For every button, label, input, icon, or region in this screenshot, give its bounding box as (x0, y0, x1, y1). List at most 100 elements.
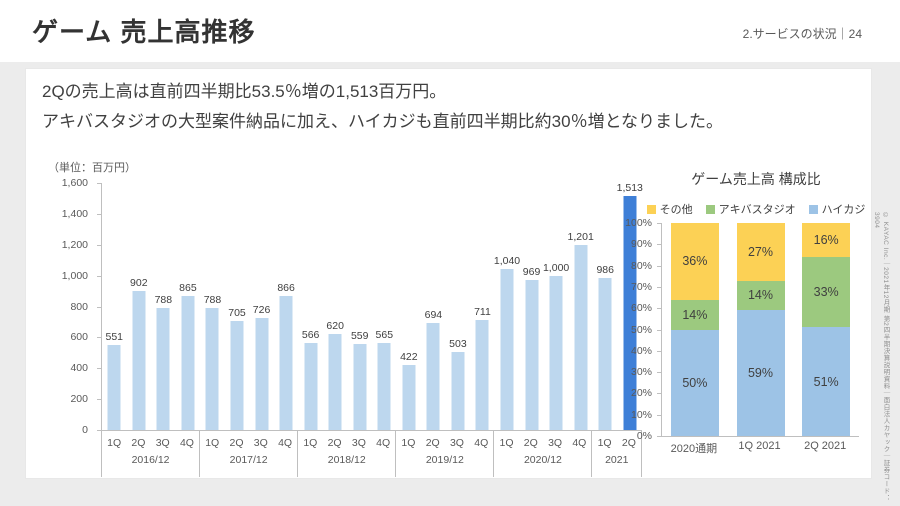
quarter-label: 1Q (401, 436, 416, 449)
percent-tick-label: 70% (630, 280, 652, 293)
bar-slot: 422 (397, 183, 422, 430)
y-axis-tick (97, 430, 102, 431)
y-axis-tick-label: 1,400 (61, 207, 88, 220)
bar-slot: 551 (102, 183, 127, 430)
legend-swatch (808, 204, 818, 214)
stack-segment-アキバスタジオ: 14% (670, 299, 719, 330)
percent-tick (657, 265, 662, 267)
bar-highlighted (623, 196, 637, 430)
bar-value-label: 422 (400, 350, 418, 363)
bar-value-label: 1,513 (616, 182, 643, 195)
quarter-label-row: 1Q 2Q 3Q 4Q (298, 431, 395, 454)
bar-value-label: 865 (179, 282, 197, 295)
bar-slot: 902 (127, 183, 152, 430)
quarter-label: 4Q (376, 436, 391, 449)
percent-tick (657, 372, 662, 374)
percent-tick-label: 60% (630, 302, 652, 315)
quarter-label-row: 1Q 2Q 3Q 4Q (200, 431, 297, 454)
y-axis-tick (97, 399, 102, 401)
bar-value-label: 559 (350, 329, 369, 342)
quarter-label-row: 1Q 2Q 3Q 4Q (102, 431, 199, 454)
composition-legend: その他 アキバスタジオ ハイカジ (626, 201, 886, 217)
bar-slot: 559 (347, 183, 372, 430)
bar-value-label: 503 (449, 338, 467, 351)
summary-text: 2Qの売上高は直前四半期比53.5％増の1,513百万円。 アキバスタジオの大型… (42, 77, 723, 137)
stacked-bar-slot: 59% 14% 27% (728, 223, 794, 436)
quarter-label: 3Q (449, 436, 464, 449)
bar-slot: 503 (446, 183, 471, 430)
bar (328, 334, 342, 430)
y-axis-tick (97, 337, 102, 339)
quarter-label: 2Q (523, 436, 538, 449)
y-axis-tick (97, 244, 102, 246)
bar (279, 296, 293, 430)
bar (549, 275, 563, 430)
bar-slot: 986 (593, 183, 618, 430)
composition-x-labels: 2020通期 1Q 2021 2Q 2021 (661, 440, 858, 456)
composition-chart-title: ゲーム売上高 構成比 (691, 171, 821, 187)
bar (426, 322, 440, 430)
percent-tick-label: 10% (630, 408, 652, 421)
legend-label: その他 (659, 204, 693, 216)
bar-slot: 1,513 (616, 182, 643, 430)
bar-value-label: 620 (326, 320, 344, 333)
y-axis-tick (97, 368, 102, 370)
bar (255, 317, 269, 430)
y-axis-tick-label: 1,600 (61, 177, 88, 189)
composition-category-label: 2020通期 (670, 443, 718, 455)
y-axis-tick-label: 800 (70, 300, 88, 313)
bar-slot: 705 (225, 183, 250, 430)
bar (107, 344, 121, 430)
composition-category-label: 1Q 2021 (738, 440, 781, 452)
legend-label: アキバスタジオ (718, 204, 796, 216)
bar-slot: 726 (249, 183, 274, 430)
bar-value-label: 866 (277, 282, 295, 295)
year-label: 2017/12 (229, 454, 268, 466)
quarter-label: 2Q (621, 436, 636, 449)
page-title: ゲーム 売上高推移 (32, 17, 256, 47)
bar (304, 342, 318, 430)
bar (205, 308, 219, 430)
stack-segment-ハイカジ: 51% (802, 327, 851, 436)
y-axis-tick (97, 275, 102, 277)
revenue-y-axis: 1,600 1,400 1,200 1,000 800 600 400 200 0 (26, 177, 96, 436)
bar-value-label: 902 (130, 276, 148, 289)
quarter-label-row: 1Q 2Q 3Q 4Q (396, 431, 493, 454)
bar (156, 308, 170, 430)
bar-slot: 694 (421, 183, 446, 430)
year-label: 2019/12 (425, 454, 464, 466)
bar-slot: 620 (323, 183, 348, 430)
stacked-bar-slot: 50% 14% 36% (662, 223, 728, 436)
percent-tick-label: 80% (630, 259, 652, 272)
bar-value-label: 551 (105, 330, 124, 343)
legend-label: ハイカジ (821, 204, 866, 216)
bar (230, 321, 244, 430)
y-axis-tick-label: 1,000 (61, 269, 88, 282)
quarter-label: 3Q (253, 436, 268, 449)
bar-value-label: 1,000 (542, 261, 570, 274)
percent-tick (657, 244, 662, 246)
section-page-label: 2.サービスの状況｜24 (742, 27, 862, 41)
bar-value-label: 788 (203, 294, 222, 307)
stacked-bar-slot: 51% 33% 16% (793, 223, 859, 436)
unit-label: （単位：百万円） (48, 162, 136, 174)
legend-item: アキバスタジオ (705, 201, 796, 217)
legend-item: ハイカジ (808, 201, 866, 217)
x-axis-year-group: 1Q 2Q 2021 (591, 431, 643, 477)
stack-segment-ハイカジ: 50% (670, 329, 719, 436)
legend-swatch (646, 204, 656, 214)
bar (132, 290, 146, 430)
bar-value-label: 565 (375, 328, 394, 341)
bar-slot: 788 (151, 183, 176, 430)
percent-tick (657, 329, 662, 331)
percent-tick-label: 50% (630, 323, 652, 336)
y-axis-tick-label: 0 (82, 424, 88, 436)
bar (181, 296, 195, 430)
quarter-label: 3Q (548, 436, 563, 449)
percent-tick (657, 414, 662, 416)
stacked-bar: 50% 14% 36% (670, 223, 719, 436)
summary-line-2: アキバスタジオの大型案件納品に加え、ハイカジも直前四半期比約30％増となりました… (42, 112, 724, 131)
y-axis-tick (97, 306, 102, 308)
bar-value-label: 726 (252, 303, 271, 316)
y-axis-tick-label: 1,200 (61, 238, 88, 251)
